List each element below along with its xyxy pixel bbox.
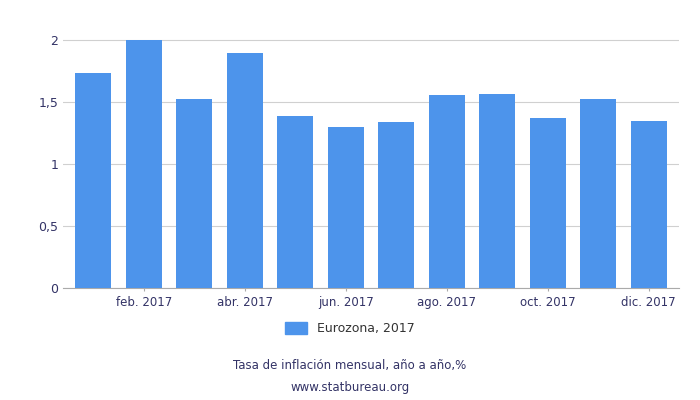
Bar bbox=[125, 40, 162, 288]
Bar bbox=[428, 95, 465, 288]
Bar bbox=[580, 98, 617, 288]
Bar bbox=[328, 127, 364, 288]
Bar bbox=[277, 116, 314, 288]
Legend: Eurozona, 2017: Eurozona, 2017 bbox=[285, 322, 415, 335]
Bar bbox=[479, 94, 515, 288]
Text: www.statbureau.org: www.statbureau.org bbox=[290, 382, 410, 394]
Bar bbox=[529, 118, 566, 288]
Bar bbox=[75, 72, 111, 288]
Text: Tasa de inflación mensual, año a año,%: Tasa de inflación mensual, año a año,% bbox=[233, 360, 467, 372]
Bar bbox=[176, 98, 213, 288]
Bar bbox=[227, 53, 263, 288]
Bar bbox=[378, 122, 414, 288]
Bar bbox=[631, 121, 667, 288]
